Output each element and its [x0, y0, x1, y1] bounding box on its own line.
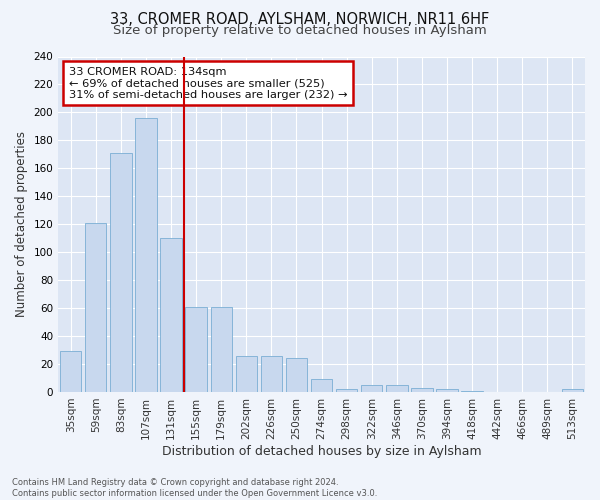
Bar [60, 352, 82, 392]
Text: Size of property relative to detached houses in Aylsham: Size of property relative to detached ho… [113, 24, 487, 37]
Text: 33, CROMER ROAD, AYLSHAM, NORWICH, NR11 6HF: 33, CROMER ROAD, AYLSHAM, NORWICH, NR11 … [110, 12, 490, 28]
Bar [236, 356, 257, 392]
Bar [211, 306, 232, 392]
Bar [461, 390, 483, 392]
Bar [261, 356, 282, 392]
Bar [386, 385, 407, 392]
Bar [160, 238, 182, 392]
Y-axis label: Number of detached properties: Number of detached properties [15, 131, 28, 317]
Text: 33 CROMER ROAD: 134sqm
← 69% of detached houses are smaller (525)
31% of semi-de: 33 CROMER ROAD: 134sqm ← 69% of detached… [69, 66, 347, 100]
Bar [311, 380, 332, 392]
Bar [286, 358, 307, 392]
Bar [110, 153, 131, 392]
Bar [411, 388, 433, 392]
Bar [136, 118, 157, 392]
Bar [336, 389, 358, 392]
Bar [185, 306, 207, 392]
Bar [436, 389, 458, 392]
X-axis label: Distribution of detached houses by size in Aylsham: Distribution of detached houses by size … [162, 444, 481, 458]
Bar [85, 223, 106, 392]
Bar [562, 389, 583, 392]
Bar [361, 385, 382, 392]
Text: Contains HM Land Registry data © Crown copyright and database right 2024.
Contai: Contains HM Land Registry data © Crown c… [12, 478, 377, 498]
